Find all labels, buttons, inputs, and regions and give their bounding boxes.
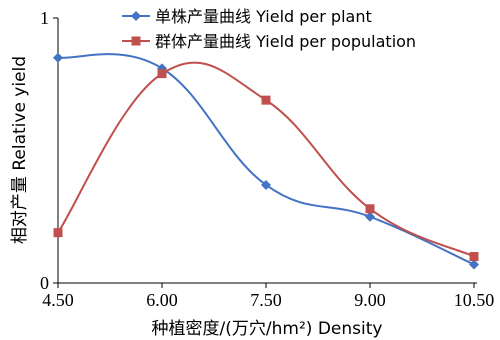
data-point: [157, 69, 167, 79]
data-point: [469, 259, 479, 270]
data-point: [365, 204, 375, 214]
y-axis-title: 相对产量 Relative yield: [10, 56, 30, 244]
data-point: [53, 52, 63, 63]
series-layer: [53, 52, 479, 270]
data-point: [469, 252, 479, 261]
data-point: [365, 211, 375, 222]
axes: [57, 18, 477, 284]
y-tick-label: 0: [40, 273, 49, 293]
x-tick-label: 6.00: [146, 290, 178, 310]
legend-marker: [131, 11, 141, 21]
series-1: [53, 61, 479, 261]
legend-marker: [131, 36, 141, 46]
legend: 单株产量曲线 Yield per plant 群体产量曲线 Yield per p…: [122, 7, 416, 51]
legend-item: 单株产量曲线 Yield per plant: [122, 7, 372, 26]
x-tick-label: 4.50: [42, 290, 74, 310]
series-line: [57, 61, 475, 258]
x-tick-label: 7.50: [250, 290, 282, 310]
data-point: [261, 95, 271, 105]
y-tick-label: 1: [40, 8, 49, 28]
legend-label: 群体产量曲线 Yield per population: [155, 32, 416, 51]
legend-item: 群体产量曲线 Yield per population: [122, 32, 416, 51]
x-axis-title: 种植密度/(万穴/hm²) Density: [152, 319, 383, 339]
x-tick-label: 9.00: [354, 290, 386, 310]
x-tick-label: 10.50: [454, 290, 495, 310]
ticks: 4.50 6.00 7.50 9.00 10.50 0 1: [40, 8, 494, 310]
series-0: [53, 52, 479, 270]
legend-label: 单株产量曲线 Yield per plant: [155, 7, 372, 26]
data-point: [53, 228, 63, 238]
data-point: [261, 179, 271, 190]
